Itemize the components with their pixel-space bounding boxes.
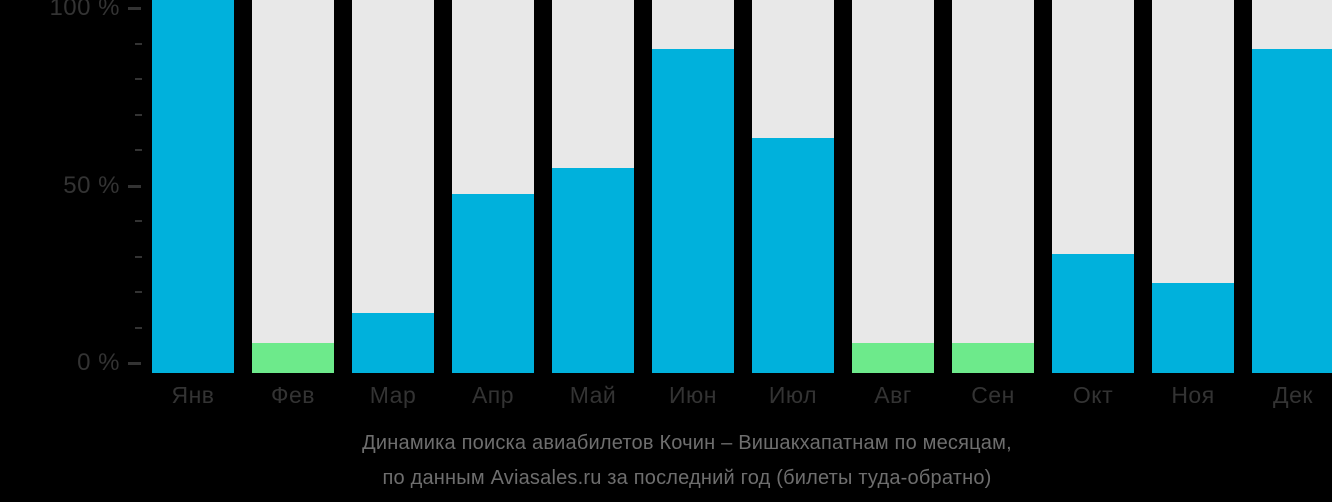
bar-track (352, 0, 434, 373)
y-axis-minor-tick-mark (135, 220, 142, 222)
bar-column: Авг (843, 0, 943, 407)
y-axis-major-tick-mark (128, 184, 141, 188)
x-axis-label: Дек (1273, 382, 1313, 408)
bar (1052, 253, 1134, 373)
y-axis-minor-tick-mark (135, 149, 142, 151)
bar-column: Янв (143, 0, 243, 407)
y-axis-major-tick-mark (128, 362, 141, 365)
bar (1252, 48, 1332, 373)
x-axis-label: Мар (369, 382, 417, 408)
bar-track (252, 0, 334, 373)
bar (952, 343, 1034, 373)
bar-column: Ноя (1143, 0, 1243, 407)
x-axis-label: Авг (874, 382, 912, 408)
bar-column: Дек (1243, 0, 1332, 407)
y-axis-minor-tick-mark (135, 78, 142, 80)
bar-track (952, 0, 1034, 373)
x-axis-label: Июл (768, 382, 818, 408)
bar-column: Июн (643, 0, 743, 407)
bar (1152, 283, 1234, 373)
bar (352, 313, 434, 373)
bar-column: Сен (943, 0, 1043, 407)
y-axis-major-tick-mark (128, 7, 141, 10)
bar (252, 343, 334, 373)
y-axis-tick-label: 50 % (63, 171, 120, 199)
x-axis-label: Апр (471, 382, 515, 408)
bar-track (852, 0, 934, 373)
y-axis-minor-tick-mark (135, 42, 142, 45)
y-axis-minor-tick-mark (135, 113, 142, 116)
y-axis-tick-label: 100 % (49, 0, 120, 21)
y-axis-tick-label: 0 % (77, 349, 120, 376)
bar (752, 138, 834, 373)
x-axis-label: Сен (971, 382, 1015, 408)
bar (652, 48, 734, 373)
y-axis: 0 % 50 % 100 % (0, 0, 143, 376)
bar (852, 343, 934, 373)
x-axis-label: Фев (271, 382, 315, 408)
plot-area: Янв Фев Мар Апр Май Июн Июл Авг Сен Окт Ноя Дек (143, 0, 1332, 407)
bar-column: Июл (743, 0, 843, 407)
y-axis-minor-tick-mark (135, 255, 142, 258)
bar-column: Мар (343, 0, 443, 407)
bar-column: Фев (243, 0, 343, 407)
chart-title: Динамика поиска авиабилетов Кочин – Виша… (362, 432, 1012, 454)
x-axis-label: Май (569, 382, 617, 408)
bar-column: Апр (443, 0, 543, 407)
y-axis-minor-tick-mark (135, 291, 142, 293)
bar (552, 167, 634, 373)
x-axis-label: Янв (171, 382, 215, 408)
bar (152, 0, 234, 373)
x-axis-label: Ноя (1171, 382, 1215, 408)
bar-column: Май (543, 0, 643, 407)
x-axis-label: Июн (669, 382, 717, 408)
chart-subtitle: по данным Aviasales.ru за последний год … (382, 467, 992, 489)
x-axis-label: Окт (1072, 382, 1114, 408)
chart-caption: Динамика поиска авиабилетов Кочин – Виша… (42, 431, 1332, 491)
bar (452, 193, 534, 373)
y-axis-minor-tick-mark (135, 326, 142, 329)
bar-column: Окт (1043, 0, 1143, 407)
